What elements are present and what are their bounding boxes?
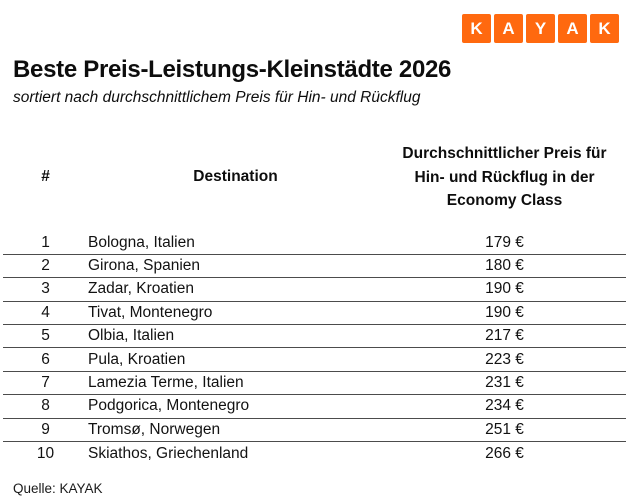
price-cell: 266 € [485,444,524,462]
kayak-logo-letter-icon: A [494,14,523,43]
table-row: 1 Bologna, Italien 179 € [3,232,626,255]
rank-cell: 1 [41,233,50,251]
price-cell: 190 € [485,303,524,321]
kayak-logo: K A Y A K [462,14,619,43]
table-row: 6 Pula, Kroatien 223 € [3,348,626,372]
ranking-table: # Destination Durchschnittlicher Preis f… [3,142,626,465]
table-row: 5 Olbia, Italien 217 € [3,325,626,349]
rank-cell: 2 [41,257,50,275]
price-cell: 180 € [485,257,524,275]
destination-cell: Podgorica, Montenegro [88,397,250,415]
table-row: 9 Tromsø, Norwegen 251 € [3,419,626,443]
rank-cell: 9 [41,420,50,438]
price-cell: 251 € [485,420,524,438]
kayak-logo-letter-icon: K [462,14,491,43]
destination-cell: Tivat, Montenegro [88,303,213,321]
rank-cell: 7 [41,374,50,392]
rank-cell: 3 [41,280,50,298]
price-cell: 231 € [485,374,524,392]
rank-cell: 10 [36,444,55,462]
price-cell: 179 € [485,233,524,251]
price-cell: 190 € [485,280,524,298]
table-row: 7 Lamezia Terme, Italien 231 € [3,372,626,396]
table-row: 10 Skiathos, Griechenland 266 € [3,442,626,465]
column-header-rank: # [41,168,50,186]
table-row: 8 Podgorica, Montenegro 234 € [3,395,626,419]
destination-cell: Girona, Spanien [88,257,201,275]
table-row: 3 Zadar, Kroatien 190 € [3,278,626,302]
destination-cell: Lamezia Terme, Italien [88,374,244,392]
rank-cell: 8 [41,397,50,415]
column-header-destination: Destination [193,168,278,186]
destination-cell: Pula, Kroatien [88,350,186,368]
destination-cell: Zadar, Kroatien [88,280,194,298]
price-cell: 217 € [485,327,524,345]
price-cell: 234 € [485,397,524,415]
rank-cell: 6 [41,350,50,368]
destination-cell: Skiathos, Griechenland [88,444,249,462]
rank-cell: 4 [41,303,50,321]
table-row: 4 Tivat, Montenegro 190 € [3,302,626,326]
destination-cell: Bologna, Italien [88,233,195,251]
page-title: Beste Preis-Leistungs-Kleinstädte 2026 [13,56,452,83]
kayak-logo-letter-icon: K [590,14,619,43]
table-body: 1 Bologna, Italien 179 € 2 Girona, Spani… [3,232,626,466]
rank-cell: 5 [41,327,50,345]
price-cell: 223 € [485,350,524,368]
table-header-row: # Destination Durchschnittlicher Preis f… [3,142,626,213]
destination-cell: Olbia, Italien [88,327,175,345]
column-header-price: Durchschnittlicher Preis für Hin- und Rü… [402,145,607,209]
page-subtitle: sortiert nach durchschnittlichem Preis f… [13,89,421,106]
table-row: 2 Girona, Spanien 180 € [3,255,626,279]
destination-cell: Tromsø, Norwegen [88,420,221,438]
kayak-logo-letter-icon: Y [526,14,555,43]
source-note: Quelle: KAYAK [13,481,103,496]
kayak-logo-letter-icon: A [558,14,587,43]
